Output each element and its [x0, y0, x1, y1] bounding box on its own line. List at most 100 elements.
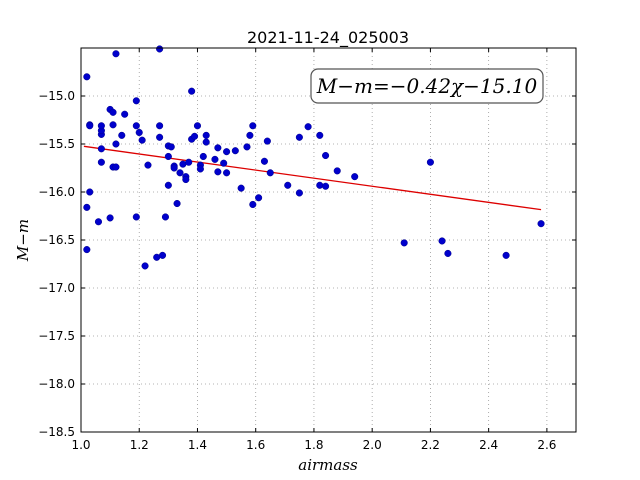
data-point	[164, 152, 172, 161]
data-point	[132, 213, 140, 221]
data-point	[132, 122, 140, 130]
data-point	[141, 262, 149, 270]
data-point	[191, 132, 199, 140]
data-point	[263, 137, 271, 145]
data-point	[156, 45, 164, 53]
x-tick-labels: 1.0 1.2 1.4 1.6 1.8 2.0 2.2 2.4 2.6	[71, 438, 556, 452]
data-point	[97, 145, 105, 153]
data-point	[161, 213, 169, 221]
data-point	[164, 181, 172, 189]
data-point	[255, 194, 263, 202]
data-point	[223, 148, 231, 156]
fit-line-group	[83, 145, 542, 211]
data-point	[351, 173, 359, 181]
data-point	[316, 131, 324, 139]
data-point	[135, 128, 143, 137]
annotation-box	[310, 68, 544, 104]
data-point	[214, 144, 222, 152]
y-tick-labels: −15.0 −15.5 −16.0 −16.5 −17.0 −17.5 −18.0 −18.5	[38, 89, 75, 439]
data-point	[249, 122, 257, 130]
y-tick-label: −16.0	[38, 185, 75, 199]
data-point	[246, 131, 254, 139]
data-point	[109, 121, 117, 129]
data-point	[249, 200, 257, 209]
data-point	[196, 165, 204, 173]
data-point	[537, 220, 545, 228]
data-point	[295, 133, 303, 141]
data-point	[243, 143, 251, 151]
data-point	[304, 123, 312, 131]
y-tick-label: −17.0	[38, 281, 75, 295]
data-point	[106, 214, 114, 222]
data-point	[202, 131, 210, 139]
data-point	[322, 151, 330, 160]
data-point	[158, 251, 167, 259]
data-point	[188, 87, 196, 95]
grid-lines	[80, 48, 576, 433]
data-point	[202, 138, 210, 146]
data-point	[260, 157, 268, 165]
data-point	[167, 143, 175, 151]
data-point	[83, 73, 91, 81]
y-tick-label: −17.5	[38, 329, 75, 343]
y-tick-label: −18.5	[38, 425, 75, 439]
data-point	[322, 182, 330, 190]
data-point	[284, 181, 292, 189]
fit-equation-annotation: M−m=−0.42χ−15.10	[310, 68, 544, 104]
data-point	[156, 122, 164, 130]
x-tick-label: 2.6	[537, 438, 556, 452]
data-point	[426, 158, 434, 166]
data-point	[112, 140, 120, 148]
x-tick-label: 2.0	[363, 438, 382, 452]
data-point	[214, 168, 222, 176]
data-point	[266, 169, 274, 177]
data-point	[211, 155, 219, 163]
data-point	[223, 169, 231, 177]
data-point	[170, 164, 178, 172]
data-point	[438, 237, 446, 245]
data-point	[109, 108, 117, 116]
y-tick-label: −15.0	[38, 89, 75, 103]
y-tick-label: −18.0	[38, 377, 75, 391]
x-tick-label: 1.4	[188, 438, 207, 452]
data-point	[97, 158, 105, 166]
x-tick-label: 1.6	[246, 438, 265, 452]
data-point	[138, 136, 146, 144]
data-point	[121, 110, 129, 118]
data-point	[502, 251, 510, 259]
data-point	[193, 122, 202, 130]
data-point	[112, 163, 120, 171]
data-point	[132, 97, 140, 105]
annotation-text: M−m=−0.42χ−15.10	[316, 74, 538, 98]
x-tick-label: 2.2	[421, 438, 440, 452]
data-point	[185, 158, 193, 166]
y-axis-label: M−m	[14, 219, 32, 262]
data-point	[173, 199, 181, 208]
data-point	[83, 203, 91, 211]
data-point	[86, 188, 94, 196]
data-point	[97, 122, 105, 130]
data-point	[83, 246, 91, 254]
x-tick-label: 1.8	[304, 438, 323, 452]
x-axis-label: airmass	[298, 456, 358, 474]
data-point	[444, 249, 452, 257]
data-point	[199, 152, 207, 161]
data-points	[83, 45, 545, 270]
data-point	[94, 218, 103, 226]
data-point	[156, 133, 164, 141]
data-point	[182, 175, 190, 184]
data-point	[316, 181, 324, 189]
data-point	[295, 189, 303, 197]
data-point	[118, 131, 126, 139]
data-point	[220, 159, 228, 167]
data-point	[112, 50, 120, 58]
data-point	[86, 122, 94, 130]
chart-title: 2021-11-24_025003	[247, 28, 409, 48]
axis-ticks	[80, 48, 576, 433]
y-tick-label: −16.5	[38, 233, 75, 247]
x-tick-label: 1.2	[130, 438, 149, 452]
data-point	[231, 147, 239, 155]
data-point	[333, 167, 341, 175]
data-point	[176, 169, 184, 177]
